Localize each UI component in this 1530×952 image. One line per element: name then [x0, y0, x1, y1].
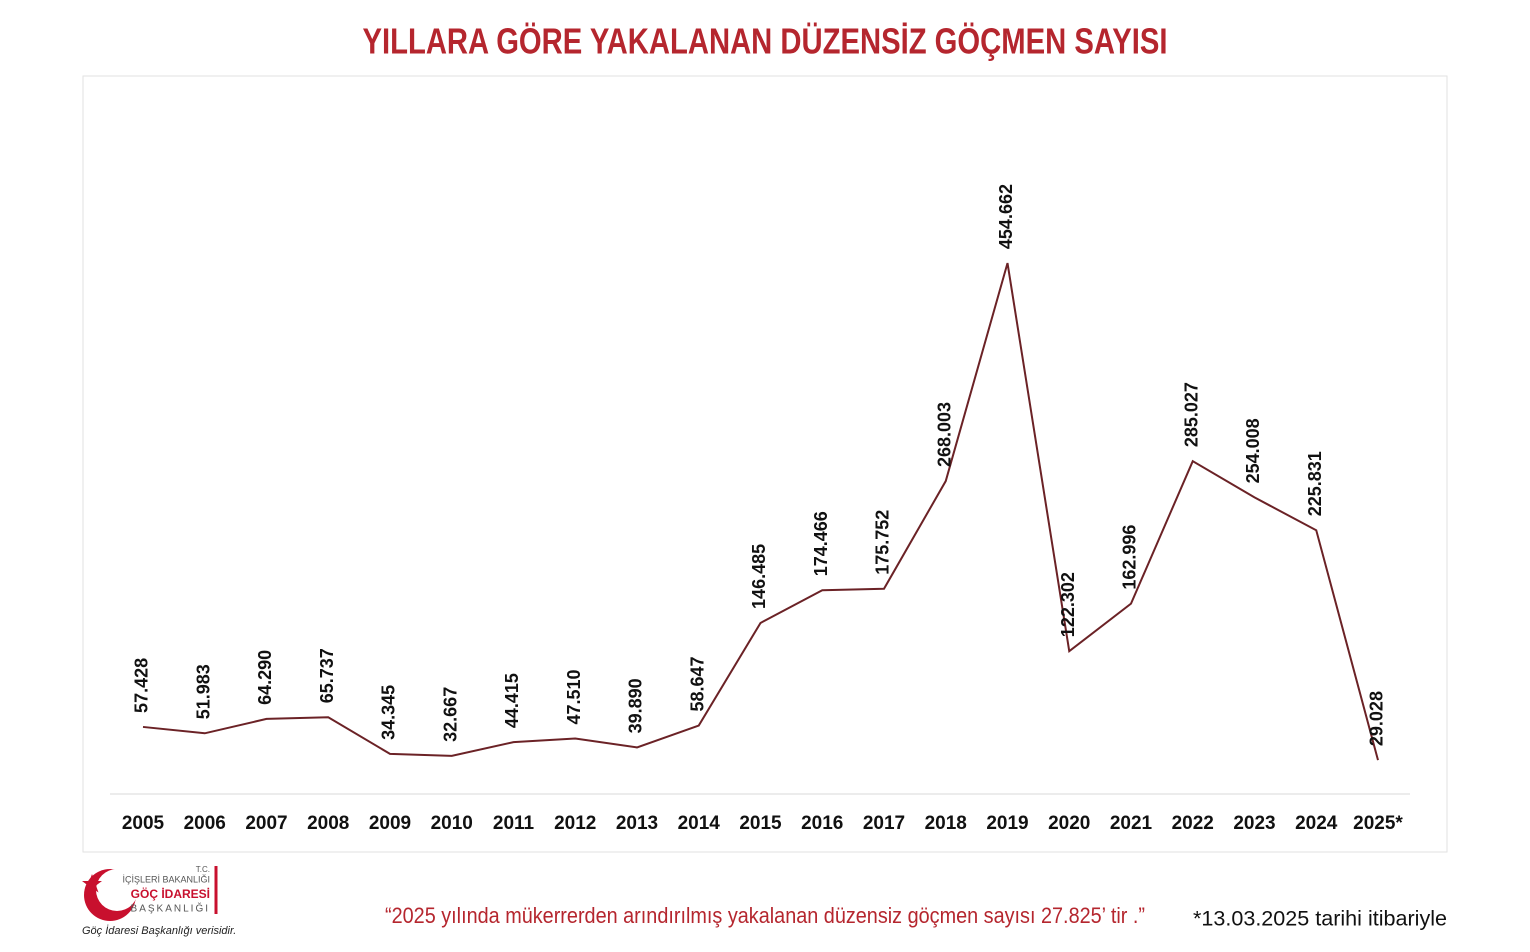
x-tick-label: 2018: [925, 813, 967, 834]
data-label: 47.510: [564, 669, 584, 724]
x-tick-label: 2009: [369, 813, 411, 834]
x-tick-label: 2013: [616, 813, 658, 834]
data-label: 146.485: [749, 544, 769, 609]
x-tick-label: 2006: [184, 813, 226, 834]
data-label: 285.027: [1182, 382, 1202, 447]
x-tick-label: 2016: [801, 813, 843, 834]
data-label: 65.737: [317, 648, 337, 703]
x-tick-label: 2008: [307, 813, 349, 834]
data-label: 32.667: [441, 687, 461, 742]
data-label: 122.302: [1058, 572, 1078, 637]
x-tick-label: 2015: [739, 813, 782, 834]
plot-frame: [82, 75, 1448, 853]
logo-text: BAŞKANLIĞI: [131, 902, 210, 915]
line: [142, 262, 1379, 761]
x-tick-label: 2025*: [1353, 813, 1403, 834]
data-label: 174.466: [811, 511, 831, 576]
data-label: 225.831: [1305, 451, 1325, 516]
logo-crescent-cut: [96, 869, 138, 911]
logo-text: T.C.: [196, 865, 210, 874]
data-label: 58.647: [688, 656, 708, 711]
data-label: 57.428: [132, 658, 152, 713]
chart-title: YILLARA GÖRE YAKALANAN DÜZENSİZ GÖÇMEN S…: [363, 21, 1168, 62]
logo-text: GÖÇ İDARESİ: [131, 886, 210, 901]
data-label: 39.890: [626, 678, 646, 733]
x-tick-label: 2007: [245, 813, 287, 834]
data-label: 268.003: [935, 402, 955, 467]
data-label: 162.996: [1120, 525, 1140, 590]
x-tick-label: 2023: [1233, 813, 1275, 834]
data-label: 254.008: [1243, 418, 1263, 483]
data-label: 44.415: [502, 673, 522, 728]
x-tick-label: 2024: [1295, 813, 1338, 834]
x-tick-label: 2005: [122, 813, 165, 834]
logo-star: [82, 874, 102, 893]
data-label: 34.345: [379, 685, 399, 740]
x-tick-label: 2020: [1048, 813, 1090, 834]
x-tick-label: 2011: [493, 813, 535, 834]
note: *13.03.2025 tarihi itibariyle: [1193, 908, 1447, 931]
data-label: 64.290: [255, 650, 275, 705]
annotation: “2025 yılında mükerrerden arındırılmış y…: [385, 903, 1145, 928]
data-label: 29.028: [1367, 691, 1387, 746]
logo-caption: Göç İdaresi Başkanlığı verisidir.: [82, 925, 236, 937]
data-label: 175.752: [873, 510, 893, 575]
x-tick-label: 2014: [678, 813, 721, 834]
x-tick-label: 2021: [1110, 813, 1153, 834]
logo: T.C. İÇİŞLERİ BAKANLIĞI GÖÇ İDARESİ BAŞK…: [82, 865, 236, 937]
data-label: 454.662: [996, 184, 1016, 249]
data-label: 51.983: [194, 664, 214, 719]
x-tick-label: 2022: [1172, 813, 1214, 834]
x-tick-label: 2019: [986, 813, 1028, 834]
x-tick-label: 2010: [431, 813, 473, 834]
x-tick-label: 2012: [554, 813, 596, 834]
x-tick-label: 2017: [863, 813, 905, 834]
logo-text: İÇİŞLERİ BAKANLIĞI: [122, 874, 210, 884]
